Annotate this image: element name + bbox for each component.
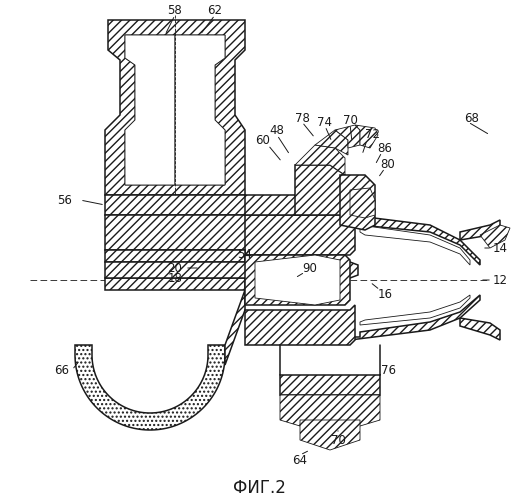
- Polygon shape: [340, 175, 375, 230]
- Polygon shape: [295, 145, 345, 175]
- Polygon shape: [125, 35, 175, 185]
- Text: 60: 60: [255, 134, 270, 146]
- Text: 90: 90: [303, 262, 318, 274]
- Text: 48: 48: [269, 124, 284, 136]
- Polygon shape: [105, 262, 358, 278]
- Polygon shape: [295, 165, 350, 215]
- Polygon shape: [335, 125, 360, 148]
- Polygon shape: [105, 250, 245, 262]
- Polygon shape: [105, 215, 260, 250]
- Polygon shape: [175, 35, 225, 185]
- Polygon shape: [280, 395, 380, 435]
- Polygon shape: [350, 295, 480, 340]
- Text: 56: 56: [57, 194, 73, 206]
- Text: ФИГ.2: ФИГ.2: [233, 479, 285, 497]
- Polygon shape: [300, 420, 360, 450]
- Text: 78: 78: [295, 112, 309, 124]
- Polygon shape: [280, 375, 380, 395]
- Polygon shape: [75, 345, 225, 430]
- Polygon shape: [355, 125, 378, 148]
- Text: 66: 66: [54, 364, 69, 376]
- Text: 54: 54: [238, 248, 252, 262]
- Polygon shape: [460, 318, 500, 340]
- Text: 80: 80: [381, 158, 395, 172]
- Text: 62: 62: [208, 4, 223, 16]
- Polygon shape: [255, 255, 340, 305]
- Polygon shape: [105, 278, 245, 290]
- Polygon shape: [105, 195, 260, 215]
- Polygon shape: [360, 295, 470, 325]
- Polygon shape: [480, 225, 510, 248]
- Text: 70: 70: [330, 434, 346, 446]
- Polygon shape: [350, 188, 375, 218]
- Polygon shape: [460, 220, 500, 240]
- Text: 86: 86: [378, 142, 393, 154]
- Text: 70: 70: [342, 114, 357, 126]
- Polygon shape: [315, 130, 348, 155]
- Polygon shape: [125, 35, 225, 185]
- Polygon shape: [245, 255, 350, 305]
- Polygon shape: [105, 20, 245, 195]
- Text: 72: 72: [365, 128, 380, 141]
- Text: 76: 76: [381, 364, 396, 376]
- Text: 68: 68: [465, 112, 480, 124]
- Polygon shape: [245, 305, 355, 345]
- Text: 14: 14: [493, 242, 508, 254]
- Polygon shape: [225, 290, 245, 365]
- Polygon shape: [360, 225, 470, 265]
- Text: 64: 64: [293, 454, 308, 466]
- Text: 58: 58: [168, 4, 182, 16]
- Text: 12: 12: [493, 274, 508, 286]
- Text: 20: 20: [167, 262, 182, 274]
- Polygon shape: [245, 215, 355, 255]
- Text: 16: 16: [378, 288, 393, 302]
- Text: 74: 74: [318, 116, 333, 128]
- Polygon shape: [350, 215, 480, 265]
- Text: 18: 18: [167, 272, 182, 284]
- Polygon shape: [245, 195, 310, 215]
